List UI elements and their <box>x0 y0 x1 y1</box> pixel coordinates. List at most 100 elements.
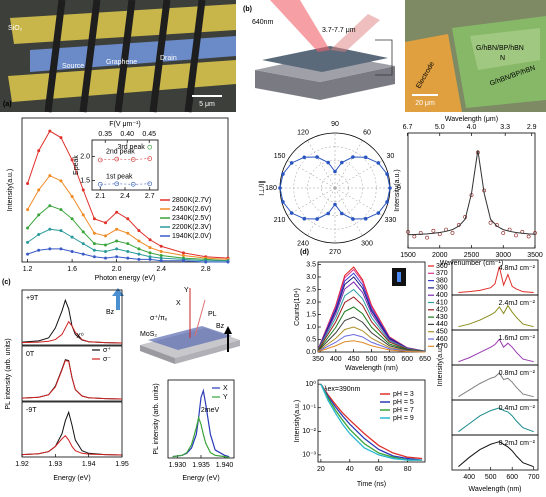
data-line <box>27 205 229 262</box>
y-axis-label: Intensity(a.u.) <box>294 400 301 442</box>
y-tick-label: 10⁻³ <box>302 452 316 459</box>
data-point <box>385 200 389 204</box>
data-point <box>70 250 74 254</box>
data-point <box>81 252 85 256</box>
angle-label: 180 <box>265 185 277 192</box>
x-tick-label: 2.9 <box>527 124 537 131</box>
angle-label: 240 <box>297 240 309 247</box>
legend-label: 430 <box>436 314 448 321</box>
data-line <box>458 304 534 328</box>
data-point <box>148 251 152 255</box>
data-point <box>126 217 130 221</box>
y-tick-label: 2.0 <box>306 299 316 306</box>
x-axis-label: Energy (eV) <box>182 475 219 482</box>
grid-circle <box>307 160 363 216</box>
grid-spoke <box>287 187 336 216</box>
panel-label: (c) <box>2 279 11 286</box>
legend-label: 450 <box>436 329 448 336</box>
peak-annotation: X⁰ <box>76 332 84 340</box>
x-tick-label: 350 <box>312 356 324 363</box>
angle-label: 270 <box>329 249 341 256</box>
data-point <box>340 211 344 216</box>
data-point <box>92 231 96 235</box>
plot-frame <box>317 379 426 463</box>
y-axis-label: PL intensity (arb. units) <box>5 338 12 409</box>
data-point <box>92 217 96 221</box>
scale-bar-label: 5 μm <box>199 101 215 108</box>
x-axis-label: Energy (eV) <box>53 475 90 482</box>
splitting-annotation: 2meV <box>201 407 220 414</box>
x-axis-label: Wavelength (nm) <box>468 486 521 493</box>
angle-label: 300 <box>361 240 373 247</box>
y-tick-label: 3.0 <box>306 274 316 281</box>
data-point <box>81 230 85 234</box>
x-tick-label: 1.935 <box>192 462 210 469</box>
data-point <box>48 247 52 251</box>
annotation: λex=390nm <box>324 386 361 393</box>
device-b: 640nm 3.7-7.7 μm <box>252 0 395 100</box>
data-line <box>320 383 423 461</box>
data-point <box>376 211 381 215</box>
data-point <box>81 213 85 217</box>
legend-label: 390 <box>436 285 448 292</box>
data-point <box>302 216 307 221</box>
legend-label: 420 <box>436 307 448 314</box>
y-axis-label: Epeak <box>73 155 80 175</box>
plot-frame <box>21 345 123 402</box>
legend-label: pH = 3 <box>393 391 414 398</box>
data-point <box>104 256 108 260</box>
data-point <box>137 229 141 233</box>
legend-label: pH = 7 <box>393 407 414 414</box>
data-line <box>21 410 123 456</box>
vial-photo <box>397 272 401 282</box>
data-point <box>104 250 108 254</box>
angle-label: 210 <box>274 217 286 224</box>
data-line <box>27 174 229 260</box>
row-label: -9T <box>26 407 37 414</box>
photo-label: G/hBN/BP/hBN <box>476 45 524 52</box>
panel-label: (a) <box>3 101 12 108</box>
data-point <box>126 250 130 254</box>
photo-label: N <box>500 55 505 62</box>
x-tick-label: 3000 <box>495 252 511 259</box>
row-label: 0.2mJ cm⁻² <box>499 440 536 447</box>
x-tick-label: 650 <box>419 356 431 363</box>
polarization-label: σ⁺/πₓ <box>150 315 168 322</box>
data-point <box>333 169 337 174</box>
x-tick-label: 1.94 <box>82 461 96 468</box>
row-label: 2.4mJ cm⁻² <box>499 300 536 307</box>
data-point <box>59 136 63 140</box>
data-point <box>70 235 74 239</box>
legend-label: X <box>223 385 228 392</box>
grid-spoke <box>287 160 336 189</box>
data-line <box>407 150 536 236</box>
data-point <box>526 234 531 239</box>
y-tick-label: 0.0 <box>306 349 316 356</box>
data-line <box>172 415 230 458</box>
data-point <box>159 259 163 263</box>
data-point <box>412 234 417 239</box>
data-point <box>26 181 30 185</box>
grid-spoke <box>334 187 383 216</box>
inset-background <box>92 140 158 190</box>
angle-label: 30 <box>387 153 395 160</box>
data-point <box>104 221 108 225</box>
photo-label: Graphene <box>106 59 137 66</box>
x-tick-label: 400 <box>330 356 342 363</box>
x-tick-label: 2.0 <box>112 266 122 273</box>
legend-label: pH = 5 <box>393 399 414 406</box>
grid-spoke <box>334 160 383 189</box>
data-line <box>317 340 426 353</box>
y-tick-label: 2.5 <box>306 286 316 293</box>
x-tick-label: 600 <box>401 356 413 363</box>
legend-label: 2450K(2.6V) <box>172 206 211 213</box>
data-point <box>59 179 63 183</box>
row-label: 0.8mJ cm⁻² <box>499 370 536 377</box>
legend-label: 1940K(2.0V) <box>172 233 211 240</box>
y-tick-label: 10⁻² <box>302 428 316 435</box>
angle-label: 330 <box>385 217 397 224</box>
photo-a: SiO₂ Source Graphene Drain 5 μm <box>0 0 236 113</box>
data-point <box>148 257 152 261</box>
x-tick-label: 3.3 <box>500 124 510 131</box>
x-tick-label: 500 <box>366 356 378 363</box>
